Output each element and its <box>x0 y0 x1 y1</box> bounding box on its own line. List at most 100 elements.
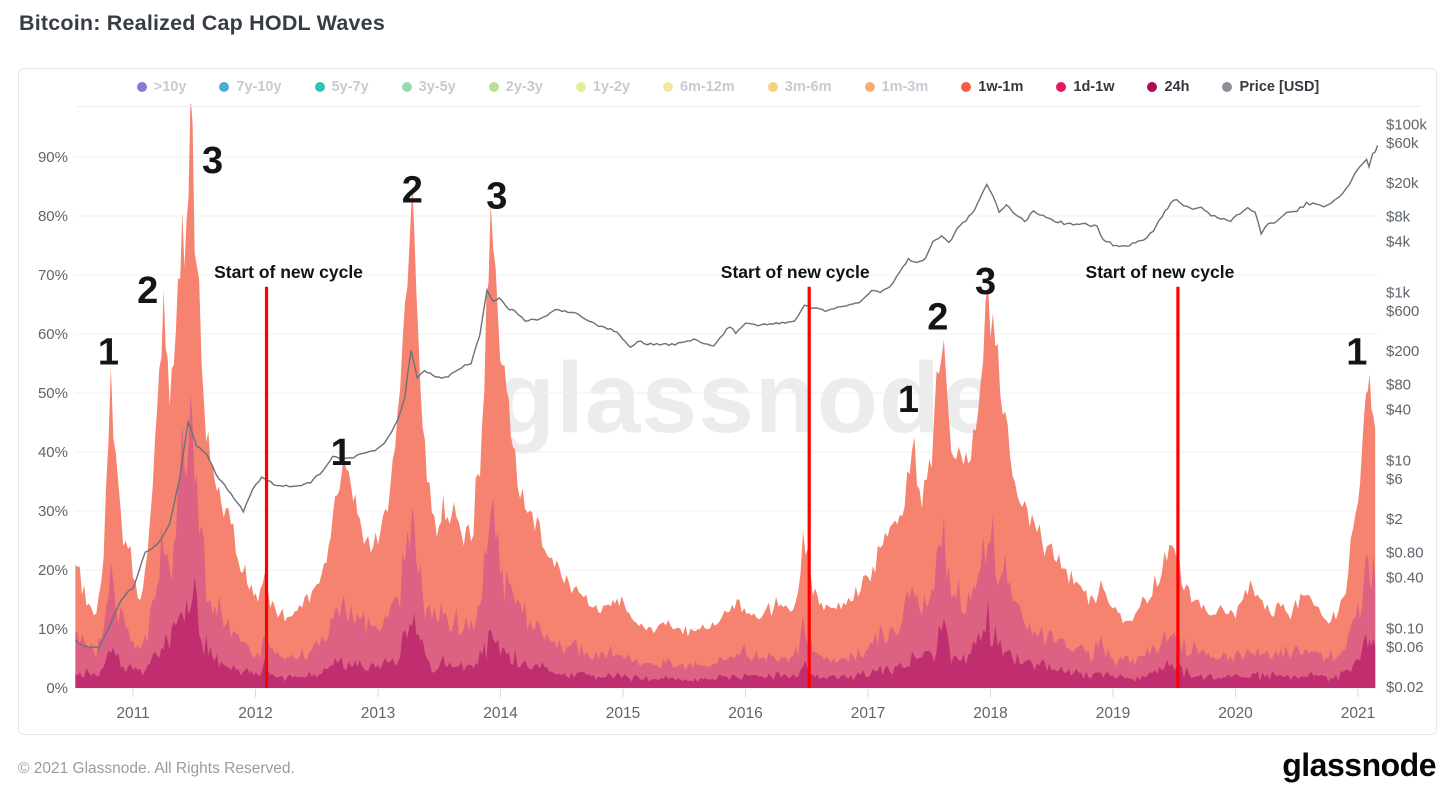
cycle-label-1: Start of new cycle <box>214 262 363 282</box>
legend-item-6m-12m[interactable]: 6m-12m <box>662 79 735 95</box>
y-left-tick-0: 0% <box>46 680 68 697</box>
watermark: glassnode <box>494 342 998 454</box>
peak-number-10: 1 <box>1346 332 1367 374</box>
y-left-tick-30: 30% <box>38 503 68 520</box>
peak-number-4: 1 <box>331 432 352 474</box>
price-series <box>75 145 1378 649</box>
x-label-2014: 2014 <box>483 705 518 722</box>
legend-item-3y-5y[interactable]: 3y-5y <box>401 79 456 95</box>
y-left-tick-90: 90% <box>38 149 68 166</box>
y-left-tick-70: 70% <box>38 267 68 284</box>
legend-dot-2y-3y <box>488 82 499 92</box>
legend-label-7y-10y: 7y-10y <box>236 79 282 95</box>
y-right-tick-10: $10 <box>1386 452 1411 469</box>
legend-dot-1y-2y <box>575 82 586 92</box>
legend-item-1y-2y[interactable]: 1y-2y <box>575 79 630 95</box>
y-right-tick-0.40: $0.40 <box>1386 570 1424 587</box>
y-right-tick-0.06: $0.06 <box>1386 639 1424 656</box>
peak-number-8: 2 <box>927 296 948 338</box>
legend-item-1d-1w[interactable]: 1d-1w <box>1056 79 1114 95</box>
y-left-tick-50: 50% <box>38 385 68 402</box>
legend-label-1d-1w: 1d-1w <box>1073 79 1115 95</box>
peak-number-1: 1 <box>98 332 119 374</box>
cycle-annotations: Start of new cycle Start of new cycle Star… <box>98 140 1367 688</box>
y-right-tick-8k: $8k <box>1386 208 1411 225</box>
glassnode-logo: glassnode <box>1282 747 1436 783</box>
x-label-2017: 2017 <box>851 705 885 722</box>
x-label-2019: 2019 <box>1096 705 1130 722</box>
legend-item-5y-7y[interactable]: 5y-7y <box>314 79 369 95</box>
y-right-tick-1k: $1k <box>1386 284 1411 301</box>
legend-dot-7y-10y <box>219 82 230 92</box>
x-label-2011: 2011 <box>116 705 149 722</box>
legend-item-2y-3y[interactable]: 2y-3y <box>488 79 543 95</box>
peak-number-9: 3 <box>975 261 996 303</box>
peak-number-2: 2 <box>137 270 158 312</box>
area-1d-1w <box>75 392 1376 688</box>
legend-label-price-usd: Price [USD] <box>1239 79 1320 95</box>
y-right-tick-100k: $100k <box>1386 116 1427 133</box>
y-left-tick-10: 10% <box>38 621 68 638</box>
legend-item-price-usd[interactable]: Price [USD] <box>1222 79 1319 95</box>
legend-label-1y-2y: 1y-2y <box>592 79 630 95</box>
legend-item-1w-1m[interactable]: 1w-1m <box>961 79 1023 95</box>
legend-dot-5y-7y <box>314 82 325 92</box>
hodl-waves-areas <box>75 104 1376 688</box>
y-left-tick-60: 60% <box>38 326 68 343</box>
y-left-tick-20: 20% <box>38 562 68 579</box>
legend-item-3m-6m[interactable]: 3m-6m <box>767 79 832 95</box>
y-right-tick-80: $80 <box>1386 376 1411 393</box>
y-right-tick-2: $2 <box>1386 511 1403 528</box>
y-right-tick-0.02: $0.02 <box>1386 679 1424 696</box>
x-label-2020: 2020 <box>1218 705 1253 722</box>
x-label-2018: 2018 <box>973 705 1007 722</box>
y-right-tick-6: $6 <box>1386 471 1403 488</box>
y-right-tick-4k: $4k <box>1386 234 1411 251</box>
legend-dot-3m-6m <box>767 82 778 92</box>
y-left-tick-80: 80% <box>38 208 68 225</box>
x-label-2015: 2015 <box>606 705 640 722</box>
legend-dot-1w-1m <box>961 82 972 92</box>
legend-dot-6m-12m <box>662 82 673 92</box>
cycle-label-2: Start of new cycle <box>721 262 870 282</box>
legend-label-1m-3m: 1m-3m <box>881 79 929 95</box>
legend-dot-10y <box>136 82 147 92</box>
y-right-tick-600: $600 <box>1386 303 1419 320</box>
peak-number-3: 3 <box>202 140 223 182</box>
page-title: Bitcoin: Realized Cap HODL Waves <box>19 11 385 35</box>
y-right-tick-0.10: $0.10 <box>1386 620 1424 637</box>
legend-label-24h: 24h <box>1164 79 1190 95</box>
y-right-tick-60k: $60k <box>1386 135 1419 152</box>
peak-number-5: 2 <box>402 169 423 211</box>
legend-label-3y-5y: 3y-5y <box>418 79 456 95</box>
area-1w-1m <box>75 104 1376 688</box>
x-label-2021: 2021 <box>1341 705 1375 722</box>
y-right-tick-20k: $20k <box>1386 175 1419 192</box>
legend-dot-24h <box>1147 82 1158 92</box>
y-right-tick-40: $40 <box>1386 402 1411 419</box>
legend-label-5y-7y: 5y-7y <box>331 79 369 95</box>
area-24h <box>75 576 1376 688</box>
legend-label-10y: >10y <box>153 79 187 95</box>
legend-divider <box>77 106 1421 107</box>
legend-label-2y-3y: 2y-3y <box>505 79 543 95</box>
y-left-tick-40: 40% <box>38 444 68 461</box>
x-label-2016: 2016 <box>728 705 762 722</box>
x-label-2013: 2013 <box>361 705 395 722</box>
legend-item-24h[interactable]: 24h <box>1147 79 1189 95</box>
cycle-label-3: Start of new cycle <box>1086 262 1235 282</box>
chart-legend: >10y 7y-10y 5y-7y 3y-5y 2y-3y 1y-2y 6m-12m 3m-6… <box>18 79 1438 95</box>
legend-item-7y-10y[interactable]: 7y-10y <box>219 79 282 95</box>
legend-item-10y[interactable]: >10y <box>136 79 187 95</box>
legend-label-1w-1m: 1w-1m <box>978 79 1024 95</box>
legend-dot-1m-3m <box>864 82 875 92</box>
legend-dot-3y-5y <box>401 82 412 92</box>
x-label-2012: 2012 <box>238 705 272 722</box>
legend-label-3m-6m: 3m-6m <box>784 79 832 95</box>
legend-dot-1d-1w <box>1056 82 1067 92</box>
legend-item-1m-3m[interactable]: 1m-3m <box>864 79 929 95</box>
y-right-tick-0.80: $0.80 <box>1386 544 1424 561</box>
copyright-text: © 2021 Glassnode. All Rights Reserved. <box>18 760 295 777</box>
